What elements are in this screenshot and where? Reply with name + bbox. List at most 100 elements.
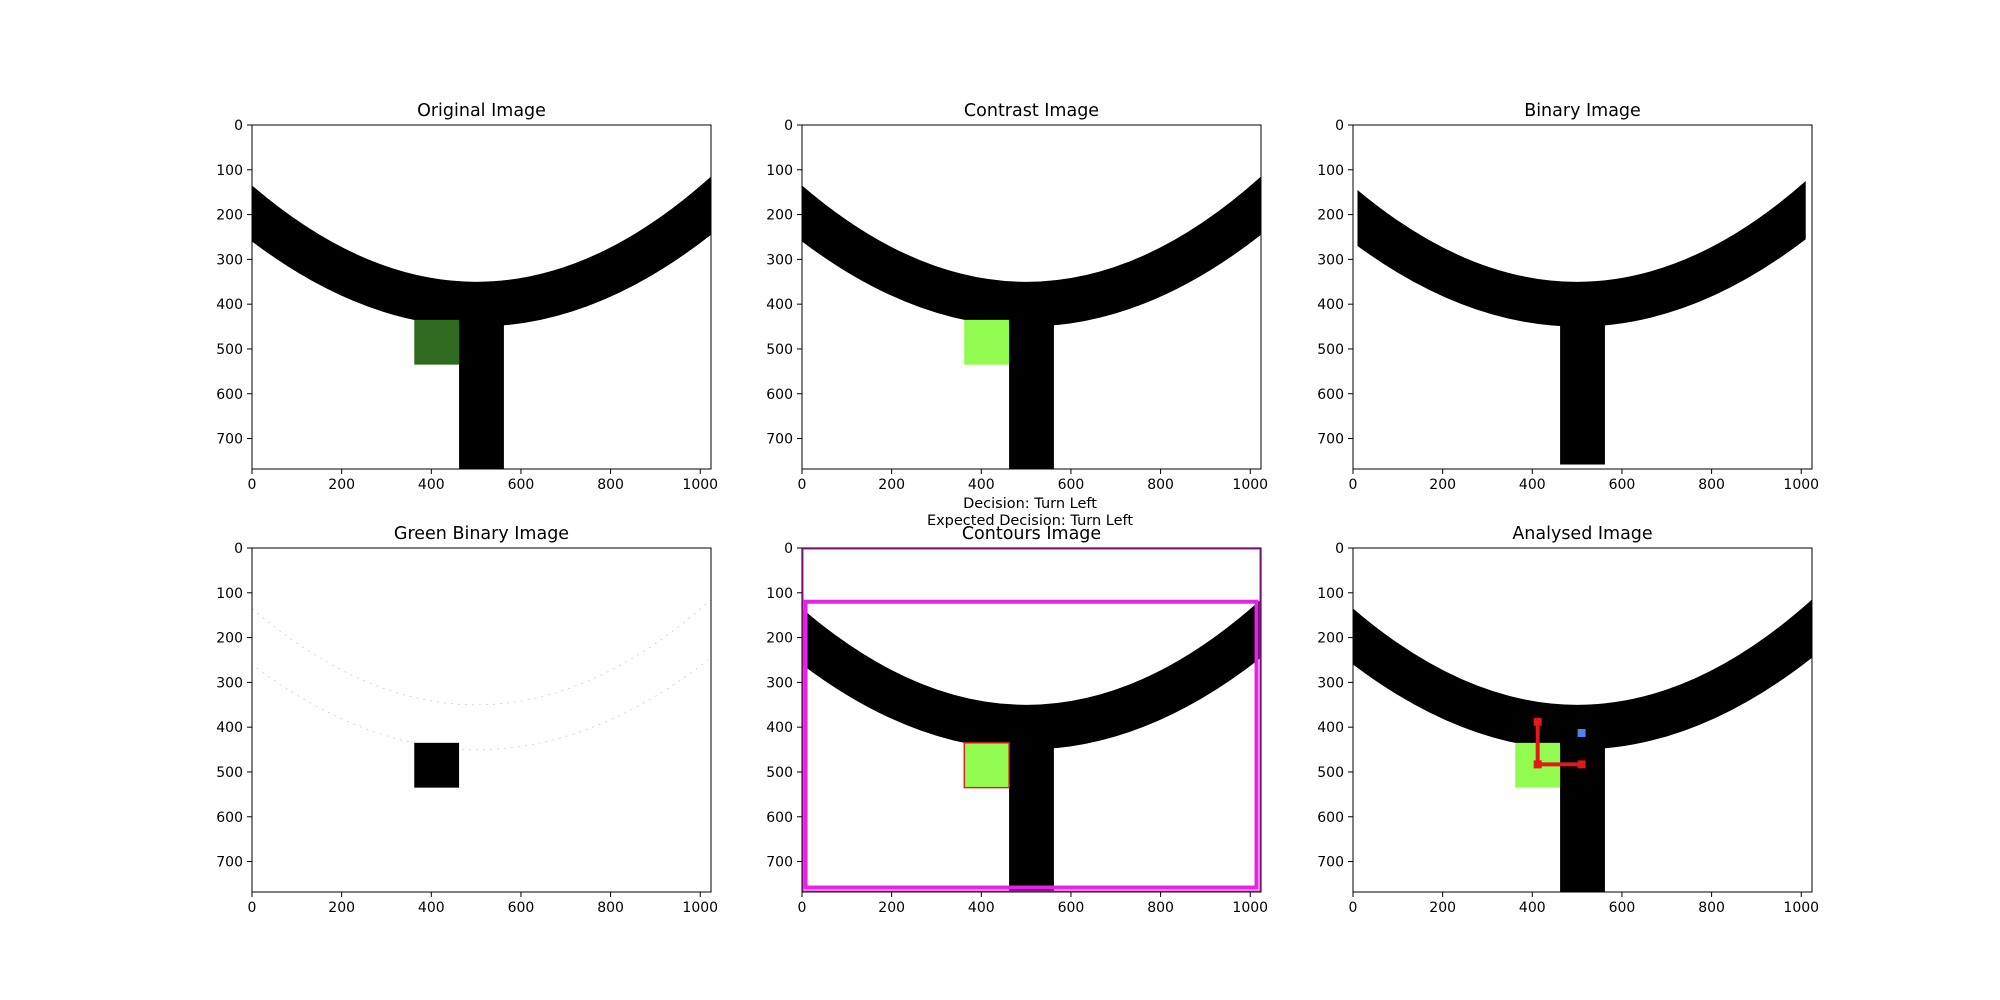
axis-ticks: 0 200 400 600 800 1000 0 100 200 300 400 500 600 700	[216, 118, 718, 493]
green-blob	[414, 742, 460, 788]
x-tick-label: 1000	[682, 477, 718, 493]
x-tick-label: 0	[798, 900, 807, 916]
y-tick-label: 600	[766, 810, 793, 826]
x-tick-label: 400	[1519, 477, 1546, 493]
y-tick-label: 200	[1317, 208, 1344, 224]
track-arc	[802, 599, 1261, 750]
x-tick-label: 0	[1349, 477, 1358, 493]
panel-analysed: Analysed Image 0 200 400 600 800 1000 0 100 200 3…	[1317, 524, 1819, 916]
y-tick-label: 700	[216, 855, 243, 871]
y-tick-label: 300	[766, 252, 793, 268]
panel-title: Contrast Image	[964, 101, 1099, 121]
panel-title: Contours Image	[962, 524, 1101, 544]
panel-title: Binary Image	[1524, 101, 1641, 121]
y-tick-label: 100	[1317, 586, 1344, 602]
axes-frame	[251, 547, 712, 893]
y-tick-label: 400	[766, 297, 793, 313]
track-stem	[459, 317, 504, 469]
track-arc	[1357, 180, 1806, 327]
y-tick-label: 600	[1317, 387, 1344, 403]
y-tick-label: 500	[1317, 342, 1344, 358]
axis-ticks: 0 200 400 600 800 1000 0 100 200 300 400 500 600 700	[216, 541, 718, 916]
x-tick-label: 800	[1698, 477, 1725, 493]
green-marker	[964, 319, 1010, 365]
y-tick-label: 500	[766, 765, 793, 781]
expected-decision-label: Expected Decision: Turn Left	[927, 513, 1133, 529]
x-tick-label: 800	[1698, 900, 1725, 916]
x-tick-label: 0	[248, 900, 257, 916]
x-tick-label: 400	[968, 477, 995, 493]
x-tick-label: 0	[798, 477, 807, 493]
y-tick-label: 500	[1317, 765, 1344, 781]
vector-node	[1577, 760, 1586, 769]
x-tick-label: 400	[418, 477, 445, 493]
y-tick-label: 100	[1317, 163, 1344, 179]
y-tick-label: 200	[766, 208, 793, 224]
axes-frame	[801, 547, 1262, 893]
axes-frame	[1352, 547, 1813, 893]
vector-node	[1533, 717, 1542, 726]
y-tick-label: 700	[216, 432, 243, 448]
y-tick-label: 300	[216, 252, 243, 268]
x-tick-label: 200	[1429, 477, 1456, 493]
panel-binary: Binary Image 0 200 400 600 800 1000 0 100 200 300…	[1317, 101, 1819, 493]
track-stem	[1009, 740, 1054, 892]
x-tick-label: 1000	[1783, 477, 1819, 493]
vector-node	[1533, 760, 1542, 769]
image-area	[252, 598, 711, 788]
y-tick-label: 200	[216, 631, 243, 647]
x-tick-label: 600	[1609, 477, 1636, 493]
faint-arc-outline	[252, 598, 711, 750]
x-tick-label: 800	[597, 900, 624, 916]
panel-contours: Contours Image 0 200 400 600 800 1000 0 100 200 3…	[766, 524, 1268, 916]
x-tick-label: 800	[1147, 477, 1174, 493]
image-area	[802, 548, 1261, 892]
y-tick-label: 400	[216, 297, 243, 313]
x-tick-label: 600	[508, 477, 535, 493]
x-tick-label: 200	[328, 900, 355, 916]
y-tick-label: 100	[766, 586, 793, 602]
y-tick-label: 600	[216, 810, 243, 826]
y-tick-label: 0	[234, 118, 243, 134]
y-tick-label: 200	[1317, 631, 1344, 647]
panel-title: Green Binary Image	[394, 524, 569, 544]
y-tick-label: 600	[216, 387, 243, 403]
track-arc	[252, 176, 711, 327]
x-tick-label: 600	[1058, 900, 1085, 916]
image-area	[1357, 180, 1806, 465]
direction-vector	[1533, 717, 1586, 769]
decision-label: Decision: Turn Left	[963, 496, 1097, 512]
x-tick-label: 400	[1519, 900, 1546, 916]
axis-ticks: 0 200 400 600 800 1000 0 100 200 300 400 500 600 700	[766, 118, 1268, 493]
y-tick-label: 400	[1317, 720, 1344, 736]
axis-ticks: 0 200 400 600 800 1000 0 100 200 300 400 500 600 700	[766, 541, 1268, 916]
image-area	[1353, 599, 1812, 892]
y-tick-label: 500	[766, 342, 793, 358]
image-area	[252, 176, 711, 469]
y-tick-label: 700	[1317, 855, 1344, 871]
x-tick-label: 200	[1429, 900, 1456, 916]
y-tick-label: 300	[216, 675, 243, 691]
x-tick-label: 1000	[1783, 900, 1819, 916]
y-tick-label: 0	[1335, 118, 1344, 134]
track-arc	[1353, 599, 1812, 750]
y-tick-label: 700	[766, 855, 793, 871]
contour-green-box	[963, 742, 1010, 789]
x-tick-label: 1000	[1232, 477, 1268, 493]
y-tick-label: 700	[766, 432, 793, 448]
y-tick-label: 0	[784, 118, 793, 134]
y-tick-label: 500	[216, 765, 243, 781]
y-tick-label: 600	[766, 387, 793, 403]
panel-title: Analysed Image	[1512, 524, 1652, 544]
x-tick-label: 200	[878, 477, 905, 493]
x-tick-label: 400	[968, 900, 995, 916]
y-tick-label: 100	[216, 586, 243, 602]
panel-title: Original Image	[417, 101, 546, 121]
panel-original: Original Image 0 200 400 600 800 1000 0 100 200 3…	[216, 101, 718, 493]
y-tick-label: 300	[766, 675, 793, 691]
y-tick-label: 200	[216, 208, 243, 224]
axis-ticks: 0 200 400 600 800 1000 0 100 200 300 400 500 600 700	[1317, 541, 1819, 916]
x-tick-label: 200	[878, 900, 905, 916]
contour-outer-box	[802, 548, 1261, 892]
